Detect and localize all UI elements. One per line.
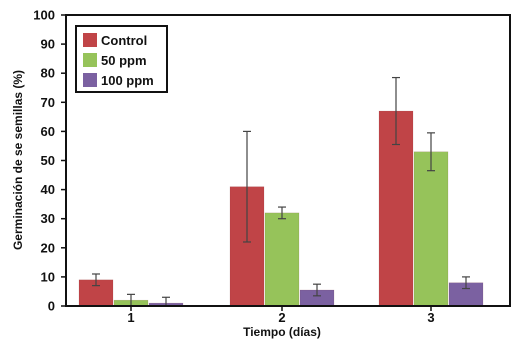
x-tick-label: 1 <box>127 310 134 325</box>
bar <box>264 212 300 307</box>
legend-label-control: Control <box>101 33 147 48</box>
y-tick-label: 10 <box>41 269 55 284</box>
y-tick-label: 100 <box>33 8 55 23</box>
x-tick-label: 2 <box>278 310 285 325</box>
legend-swatch-50ppm <box>83 53 97 67</box>
legend-swatch-control <box>83 33 97 47</box>
y-tick-label: 20 <box>41 240 55 255</box>
y-tick-label: 90 <box>41 37 55 52</box>
y-tick-label: 50 <box>41 153 55 168</box>
bar <box>413 151 449 307</box>
y-axis-title: Germinación de se semillas (%) <box>11 70 25 250</box>
y-tick-label: 80 <box>41 66 55 81</box>
y-tick-label: 40 <box>41 182 55 197</box>
legend-swatch-100ppm <box>83 73 97 87</box>
y-tick-label: 70 <box>41 95 55 110</box>
legend-label-50ppm: 50 ppm <box>101 53 147 68</box>
x-tick-label: 3 <box>427 310 434 325</box>
legend: Control 50 ppm 100 ppm <box>75 25 168 93</box>
y-tick-label: 60 <box>41 124 55 139</box>
x-axis-title: Tiempo (días) <box>243 325 321 339</box>
y-tick-label: 30 <box>41 211 55 226</box>
legend-label-100ppm: 100 ppm <box>101 73 154 88</box>
plot-frame <box>65 14 511 307</box>
y-tick-label: 0 <box>48 299 55 314</box>
